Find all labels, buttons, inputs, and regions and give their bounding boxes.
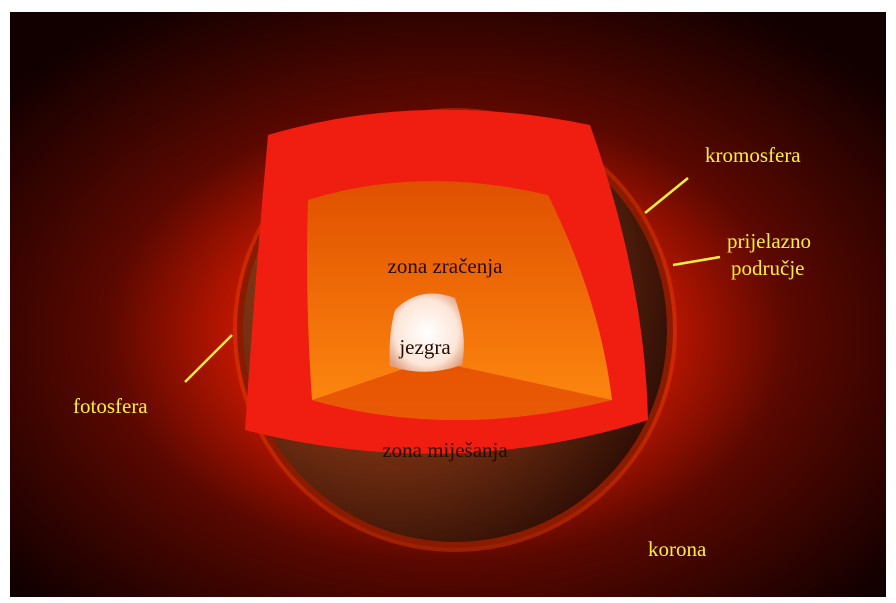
radiative-zone xyxy=(307,181,612,420)
pointer-line xyxy=(672,255,721,267)
label: korona xyxy=(648,537,707,561)
label: područje xyxy=(731,256,804,280)
label: kromosfera xyxy=(705,143,801,167)
label: zona miješanja xyxy=(382,438,508,462)
pointer-line xyxy=(184,334,233,383)
radiative-cut xyxy=(312,360,612,420)
label: zona zračenja xyxy=(388,254,504,278)
label: jezgra xyxy=(398,335,451,359)
pointer-line xyxy=(644,177,689,214)
core-shape xyxy=(389,293,464,372)
label: prijelazno xyxy=(727,229,811,253)
label: fotosfera xyxy=(73,394,148,418)
